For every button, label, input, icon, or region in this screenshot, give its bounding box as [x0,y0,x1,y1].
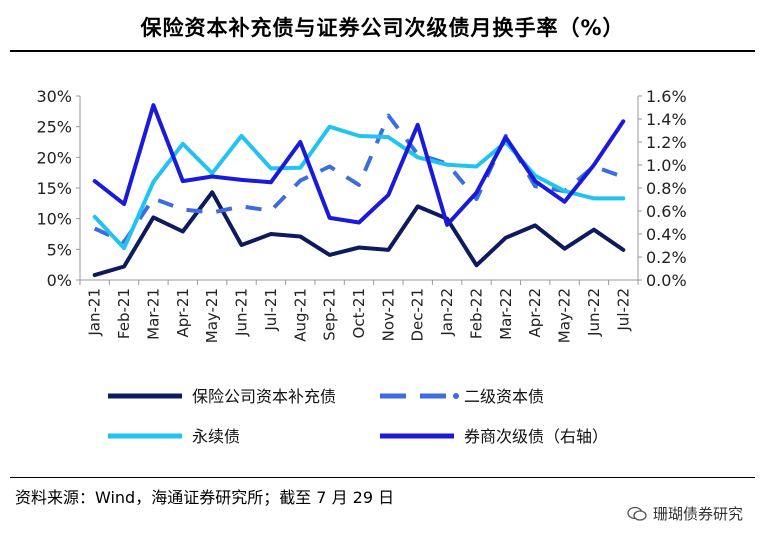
y-right-tick-label: 0.4% [646,225,687,244]
x-tick-label: Jun-22 [585,288,603,337]
x-tick-label: Oct-21 [350,288,368,338]
x-tick-label: Feb-22 [467,288,485,339]
y-right-tick-label: 0.8% [646,179,687,198]
chart-axes: 0% 5% 10% 15% 20% 25% 30% 0.0% 0.2% 0.4% 0.6% 0.8% 1… [36,87,686,343]
legend-label: 保险公司资本补充债 [192,387,336,406]
x-tick-label: Feb-21 [115,288,133,339]
y-left-tick-label: 5% [47,240,72,259]
watermark-text: 珊瑚债券研究 [652,505,743,523]
x-tick-label: Nov-21 [379,288,397,341]
watermark: 珊瑚债券研究 [627,503,743,524]
y-left-tick-label: 10% [36,210,72,229]
y-right-tick-label: 0.6% [646,202,687,221]
y-right-tick-label: 1.6% [646,87,687,106]
chart-title: 保险资本补充债与证券公司次级债月换手率（%） [140,16,625,40]
y-right-tick-label: 1.2% [646,133,687,152]
x-tick-label: Jan-21 [86,288,104,337]
legend-label: 二级资本债 [464,387,544,406]
y-right-tick-label: 0.0% [646,271,687,290]
y-left-tick-label: 0% [47,271,72,290]
x-tick-label: Jan-22 [438,288,456,337]
title-divider [10,50,755,52]
series-line [93,113,624,244]
x-tick-label: May-21 [203,288,221,343]
line-chart: 0% 5% 10% 15% 20% 25% 30% 0.0% 0.2% 0.4% 0.6% 0.8% 1… [36,87,686,446]
x-tick-label: Apr-21 [174,288,192,338]
x-tick-label: Aug-21 [291,288,309,342]
wechat-icon [627,506,647,521]
x-tick-label: Jul-22 [614,288,632,332]
y-left-tick-label: 20% [36,148,72,167]
footer-divider [10,477,755,478]
x-tick-label: Mar-21 [144,288,162,340]
x-tick-label: Sep-21 [321,288,339,341]
x-tick-label: Jun-21 [233,288,251,337]
x-tick-label: Apr-22 [526,288,544,338]
y-right-tick-label: 1.4% [646,110,687,129]
x-tick-label: Mar-22 [497,288,515,340]
y-left-tick-label: 30% [36,87,72,106]
series-line [92,103,626,227]
y-left-tick-label: 15% [36,179,72,198]
series-line [92,124,626,251]
legend-label: 永续债 [192,427,240,446]
x-tick-label: Jul-21 [262,288,280,332]
x-tick-label: May-22 [556,288,574,343]
source-note: 资料来源：Wind，海通证券研究所；截至 7 月 29 日 [15,488,395,507]
y-right-tick-label: 1.0% [646,156,687,175]
legend-label: 券商次级债（右轴） [464,427,608,446]
y-right-tick-label: 0.2% [646,248,687,267]
y-left-tick-label: 25% [36,118,72,137]
series-line [92,190,626,278]
x-tick-label: Dec-21 [409,288,427,342]
series-lines [92,103,626,278]
legend-swatch-dot [453,393,459,399]
